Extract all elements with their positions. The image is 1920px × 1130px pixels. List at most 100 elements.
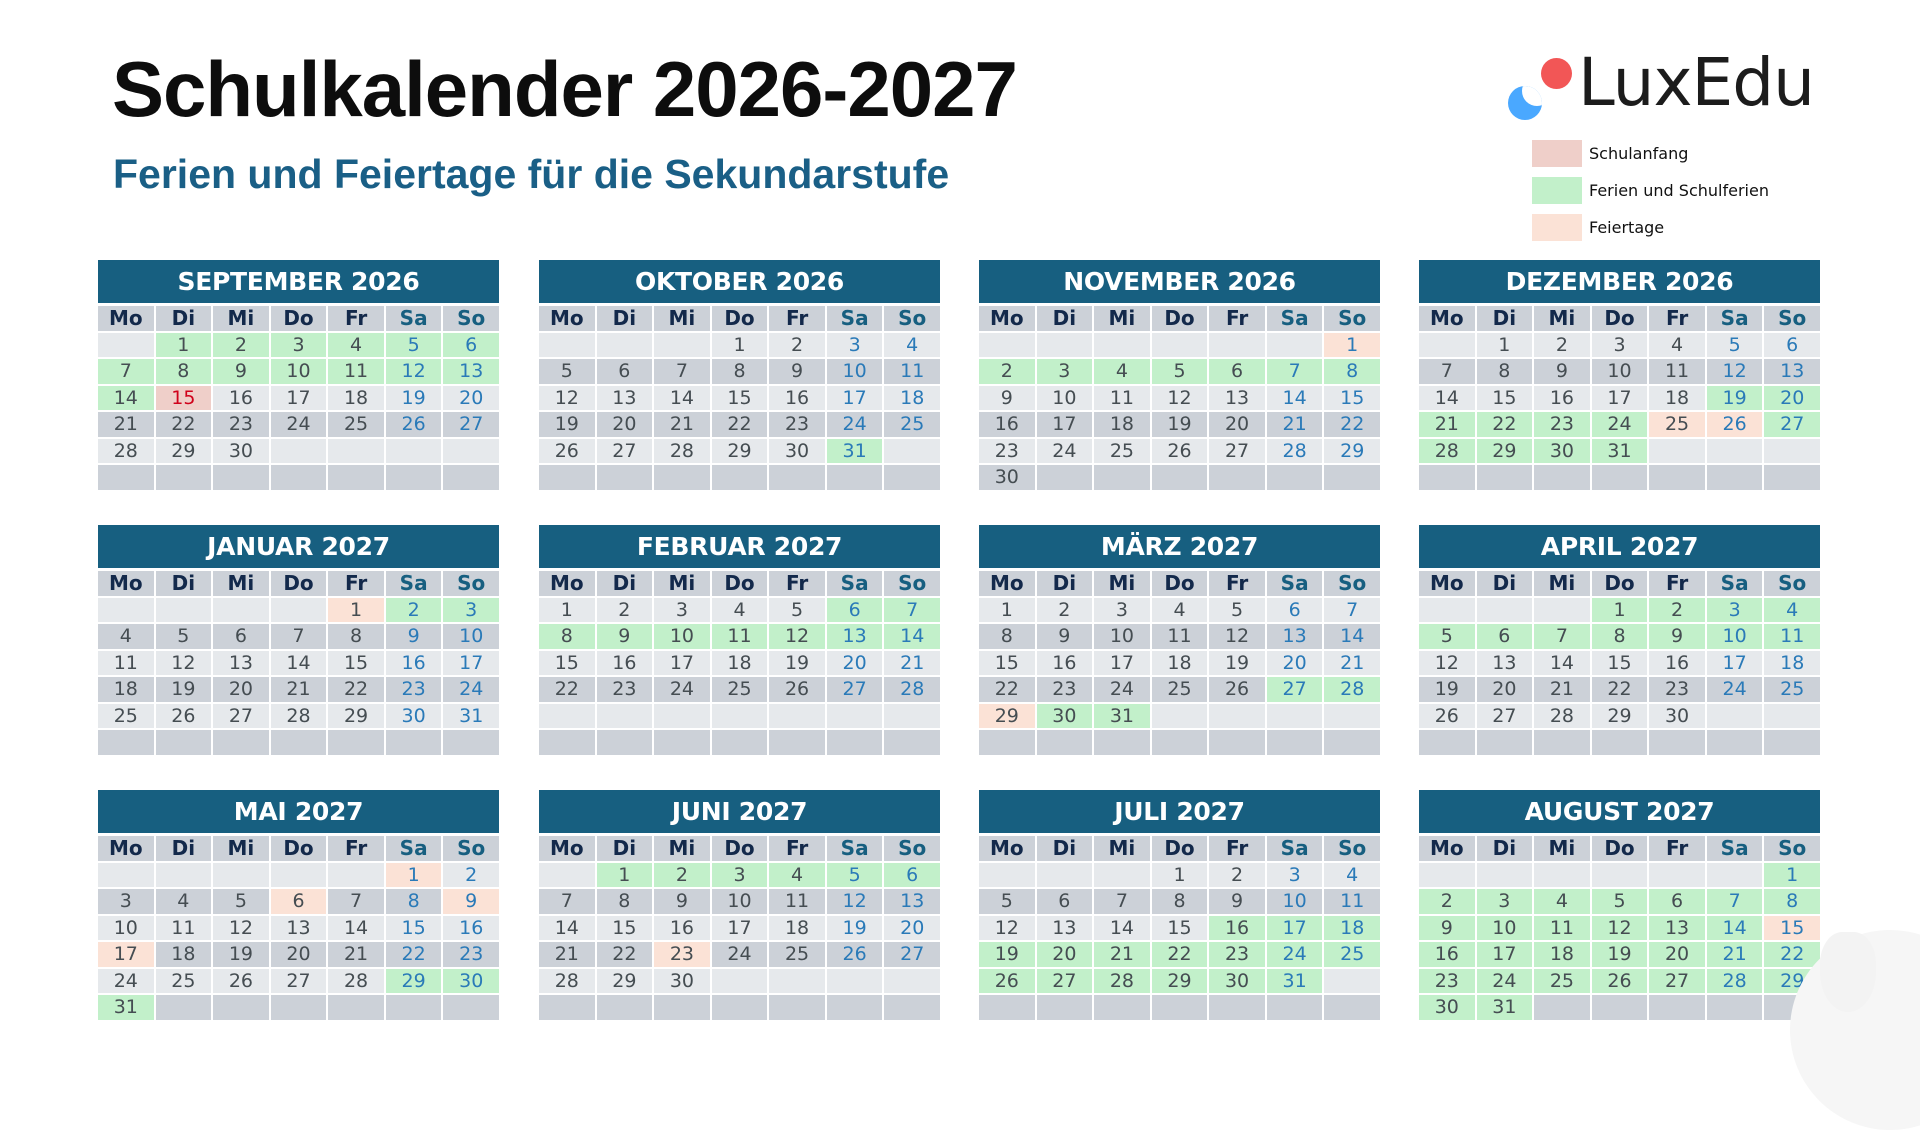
- empty-cell: [1209, 995, 1265, 1020]
- day-cell: 30: [769, 438, 825, 463]
- month-august-2027: AUGUST 2027 Mo Di Mi Do Fr Sa So 1 2 3 4 5 6 7 8 9 10 11 12…: [1419, 790, 1820, 1020]
- day-cell: 1: [1151, 862, 1208, 887]
- weekday-header: Mi: [213, 571, 269, 596]
- day-cell: 1: [1764, 862, 1820, 887]
- day-cell: 11: [1094, 385, 1150, 410]
- day-cell: 18: [1094, 412, 1150, 437]
- day-cell: 6: [1209, 359, 1265, 384]
- day-cell: 22: [539, 677, 595, 702]
- day-cell: 3: [1094, 597, 1150, 622]
- empty-cell: [1266, 465, 1323, 490]
- legend-swatch-schulanfang: [1532, 139, 1582, 167]
- day-cell: 2: [1419, 889, 1475, 914]
- weekday-header: Do: [1591, 306, 1648, 331]
- day-cell: 15: [539, 650, 595, 675]
- day-cell: 5: [155, 624, 212, 649]
- empty-cell: [213, 730, 269, 755]
- weekday-header: Di: [1476, 836, 1533, 861]
- day-cell: 12: [385, 359, 442, 384]
- day-cell: 24: [443, 677, 499, 702]
- day-cell: 13: [1476, 650, 1533, 675]
- empty-cell: [1266, 995, 1323, 1020]
- day-cell: 5: [213, 889, 269, 914]
- day-cell: 15: [979, 650, 1035, 675]
- weekday-header: Sa: [385, 836, 442, 861]
- day-cell: 28: [1094, 968, 1150, 993]
- weekday-header: Mi: [1094, 306, 1150, 331]
- day-cell: 22: [979, 677, 1035, 702]
- empty-cell: [1036, 995, 1093, 1020]
- empty-cell: [385, 730, 442, 755]
- day-cell: 27: [596, 438, 653, 463]
- day-cell: 29: [385, 968, 442, 993]
- weekday-header: Do: [1151, 836, 1208, 861]
- month-november-2026: NOVEMBER 2026 Mo Di Mi Do Fr Sa So 1 2 3 4 5 6 7 8 9 10 11…: [979, 260, 1380, 490]
- day-cell: 25: [1764, 677, 1820, 702]
- day-cell: 5: [539, 359, 595, 384]
- day-cell: 21: [654, 412, 710, 437]
- day-cell: 22: [155, 412, 212, 437]
- day-cell: 25: [711, 677, 768, 702]
- empty-cell: [213, 862, 269, 887]
- month-grid: Mo Di Mi Do Fr Sa So 1 2 3 4 5 6 7 8 9 10 11 12 13 14 15 16 17 1…: [1419, 571, 1820, 755]
- empty-cell: [979, 862, 1035, 887]
- day-cell: 26: [385, 412, 442, 437]
- day-cell: 2: [1036, 597, 1093, 622]
- empty-cell: [443, 465, 499, 490]
- day-cell: 19: [1591, 942, 1648, 967]
- day-cell: 12: [539, 385, 595, 410]
- month-maerz-2027: MÄRZ 2027 Mo Di Mi Do Fr Sa So 1 2 3 4 5 6 7 8 9 10 11 12 13…: [979, 525, 1380, 755]
- day-cell: 4: [769, 862, 825, 887]
- day-cell: 23: [654, 942, 710, 967]
- empty-cell: [328, 465, 384, 490]
- day-cell: 12: [1209, 624, 1265, 649]
- empty-cell: [1706, 465, 1763, 490]
- empty-cell: [769, 465, 825, 490]
- month-title: JUNI 2027: [539, 790, 940, 833]
- day-cell: 3: [711, 862, 768, 887]
- day-cell: 24: [711, 942, 768, 967]
- day-cell: 22: [385, 942, 442, 967]
- empty-cell: [1036, 465, 1093, 490]
- day-cell: 13: [1266, 624, 1323, 649]
- empty-cell: [711, 703, 768, 728]
- legend-item-schulanfang: Schulanfang: [1532, 139, 1769, 167]
- day-cell: 19: [979, 942, 1035, 967]
- day-cell: 14: [1094, 915, 1150, 940]
- day-cell: 16: [385, 650, 442, 675]
- weekday-header: Mo: [98, 836, 154, 861]
- weekday-header: Mo: [98, 571, 154, 596]
- day-cell: 9: [1036, 624, 1093, 649]
- luxedu-logo: LuxEdu: [1508, 50, 1818, 126]
- day-cell: 20: [1266, 650, 1323, 675]
- day-cell: 26: [1706, 412, 1763, 437]
- day-cell: 7: [1706, 889, 1763, 914]
- month-title: JANUAR 2027: [98, 525, 499, 568]
- empty-cell: [155, 995, 212, 1020]
- day-cell: 25: [98, 703, 154, 728]
- day-cell: 26: [826, 942, 883, 967]
- day-cell: 20: [1764, 385, 1820, 410]
- empty-cell: [1209, 703, 1265, 728]
- day-cell: 3: [1476, 889, 1533, 914]
- day-cell: 20: [1649, 942, 1705, 967]
- day-cell: 14: [884, 624, 940, 649]
- month-juli-2027: JULI 2027 Mo Di Mi Do Fr Sa So 1 2 3 4 5 6 7 8 9 10 11 12 13…: [979, 790, 1380, 1020]
- weekday-header: Do: [270, 571, 327, 596]
- day-cell: 29: [1324, 438, 1380, 463]
- month-title: NOVEMBER 2026: [979, 260, 1380, 303]
- day-cell: 12: [1591, 915, 1648, 940]
- day-cell: 28: [1706, 968, 1763, 993]
- empty-cell: [654, 995, 710, 1020]
- weekday-header: So: [443, 571, 499, 596]
- day-cell: 23: [443, 942, 499, 967]
- day-cell: 9: [1419, 915, 1475, 940]
- day-cell: 10: [826, 359, 883, 384]
- weekday-header: Mi: [1094, 571, 1150, 596]
- day-cell: 29: [596, 968, 653, 993]
- day-cell: 8: [1476, 359, 1533, 384]
- empty-cell: [654, 703, 710, 728]
- empty-cell: [654, 465, 710, 490]
- empty-cell: [443, 995, 499, 1020]
- day-cell: 3: [1706, 597, 1763, 622]
